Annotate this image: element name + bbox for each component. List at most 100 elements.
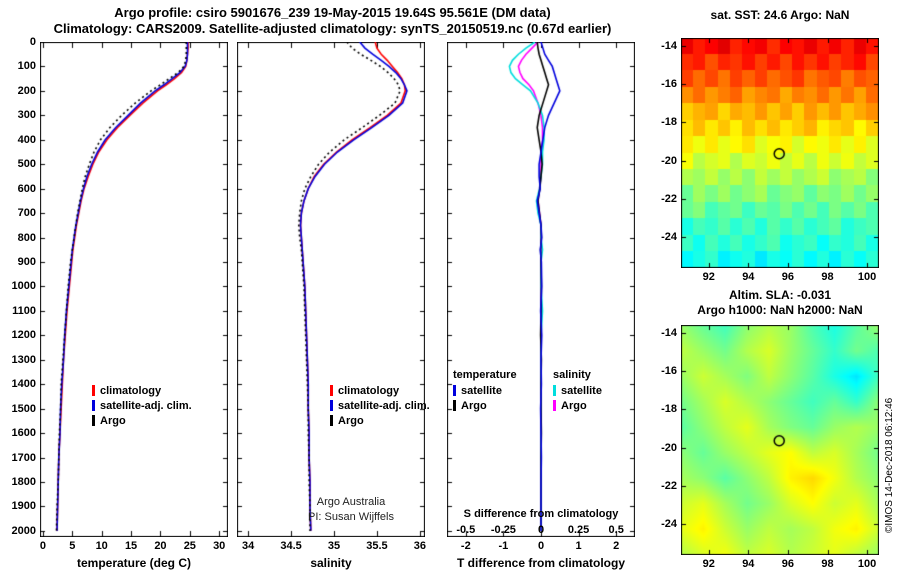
- legend-label-argo: Argo: [338, 414, 364, 427]
- salinity-plot-canvas: [237, 42, 425, 537]
- legend-label-climatology: climatology: [100, 384, 162, 397]
- temperature-legend: climatology satellite-adj. clim. Argo: [92, 383, 192, 428]
- tick-label: -16: [661, 78, 677, 90]
- tick-label: 0: [39, 540, 46, 552]
- tick-label: -20: [661, 441, 677, 454]
- climatology-line-swatch: [92, 385, 95, 396]
- legend-row: climatology: [330, 383, 430, 398]
- tick-label: -2: [460, 540, 471, 552]
- tick-label: 1300: [11, 353, 36, 366]
- tick-label: 2000: [11, 524, 36, 537]
- tick-label: -1: [498, 540, 509, 552]
- t-difference-axis-label: T difference from climatology: [456, 556, 626, 570]
- sla-map-title-line1: Altim. SLA: -0.031: [728, 288, 832, 302]
- legend-row: satellite-adj. clim.: [330, 398, 430, 413]
- temperature-axis-label: temperature (deg C): [76, 556, 192, 570]
- tick-label: 500: [17, 158, 36, 171]
- legend-row: satellite-adj. clim.: [92, 398, 192, 413]
- tick-label: 96: [781, 271, 795, 283]
- tick-label: -18: [661, 116, 677, 129]
- s-scale-tick-label: 0.25: [567, 524, 590, 536]
- s-satellite-line-swatch: [553, 385, 556, 396]
- tick-label: 5: [69, 540, 76, 552]
- tick-label: 94: [742, 558, 755, 570]
- argo-line-swatch: [92, 415, 95, 426]
- tick-label: 900: [17, 256, 36, 268]
- tick-label: 1700: [11, 451, 36, 464]
- t-satellite-line-swatch: [453, 385, 456, 396]
- note-argo-australia: Argo Australia: [316, 496, 386, 508]
- tick-label: 100: [17, 60, 36, 73]
- sst-map-canvas: [681, 38, 879, 268]
- tick-label: 30: [213, 540, 226, 552]
- tick-label: 200: [17, 84, 36, 97]
- tick-label: 1400: [11, 378, 36, 391]
- tick-label: 34.5: [280, 540, 302, 552]
- tick-label: 15: [124, 540, 138, 552]
- tick-label: 0: [29, 36, 36, 48]
- legend-label-satellite: satellite-adj. clim.: [338, 399, 430, 412]
- diff-salinity-legend: salinity satellite Argo: [553, 368, 602, 413]
- salinity-axis-label: salinity: [310, 556, 352, 570]
- tick-label: 1100: [12, 304, 36, 317]
- difference-plot-canvas: [447, 42, 635, 537]
- tick-label: -16: [661, 365, 677, 377]
- sst-map-title: sat. SST: 24.6 Argo: NaN: [710, 8, 850, 22]
- tick-label: 98: [821, 271, 834, 283]
- tick-label: 36: [413, 540, 426, 552]
- satellite-line-swatch: [92, 400, 95, 411]
- tick-label: 96: [781, 558, 795, 570]
- s-difference-axis-label: S difference from climatology: [463, 508, 619, 520]
- sla-map-canvas: [681, 325, 879, 555]
- legend-row: climatology: [92, 383, 192, 398]
- tick-label: 400: [17, 133, 36, 146]
- legend-label-argo: Argo: [100, 414, 126, 427]
- tick-label: 1800: [11, 476, 36, 488]
- legend-label-s-argo: Argo: [561, 399, 587, 412]
- tick-label: 1: [575, 540, 582, 552]
- s-scale-tick-label: 0: [537, 524, 545, 536]
- argo-line-swatch: [330, 415, 333, 426]
- figure-title-line1: Argo profile: csiro 5901676_239 19-May-2…: [114, 5, 551, 20]
- tick-label: -14: [661, 326, 677, 339]
- t-argo-line-swatch: [453, 400, 456, 411]
- tick-label: 92: [702, 271, 715, 283]
- tick-label: -24: [661, 518, 677, 531]
- tick-label: 1000: [11, 280, 36, 293]
- tick-label: 20: [154, 540, 167, 552]
- tick-label: -24: [661, 231, 677, 244]
- tick-label: 25: [183, 540, 196, 552]
- s-scale-tick-label: -0.5: [456, 524, 476, 536]
- tick-label: -20: [661, 154, 677, 167]
- tick-label: 94: [742, 271, 755, 283]
- s-scale-tick-label: 0.5: [608, 524, 624, 536]
- tick-label: 300: [17, 109, 36, 122]
- legend-row: Argo: [553, 398, 602, 413]
- imos-copyright-text: ©IMOS 14-Dec-2018 06:12:46: [884, 397, 895, 533]
- sla-map-title-line2: Argo h1000: NaN h2000: NaN: [697, 303, 863, 317]
- tick-label: 2: [613, 540, 620, 552]
- legend-title-salinity: salinity: [553, 369, 591, 381]
- s-scale-tick-label: -0.25: [490, 524, 516, 536]
- tick-label: 1600: [11, 427, 36, 440]
- satellite-line-swatch: [330, 400, 333, 411]
- legend-label-s-satellite: satellite: [561, 384, 602, 397]
- legend-row: Argo: [453, 398, 517, 413]
- tick-label: 10: [95, 540, 108, 552]
- note-pi: PI: Susan Wijffels: [308, 511, 394, 523]
- tick-label: 600: [17, 182, 36, 195]
- tick-label: 700: [17, 207, 36, 220]
- tick-label: 35.5: [366, 540, 388, 552]
- diff-temperature-legend: temperature satellite Argo: [453, 368, 517, 413]
- tick-label: -18: [661, 403, 677, 416]
- tick-label: 1500: [11, 402, 36, 415]
- tick-label: 0: [537, 540, 545, 552]
- tick-label: 100: [857, 271, 877, 283]
- tick-label: 34: [242, 540, 255, 552]
- legend-label-t-argo: Argo: [461, 399, 487, 412]
- tick-label: -22: [661, 193, 677, 205]
- tick-label: 98: [821, 558, 834, 570]
- tick-label: -22: [661, 480, 677, 492]
- tick-label: 100: [857, 558, 877, 570]
- figure-title-line2: Climatology: CARS2009. Satellite-adjuste…: [53, 21, 612, 36]
